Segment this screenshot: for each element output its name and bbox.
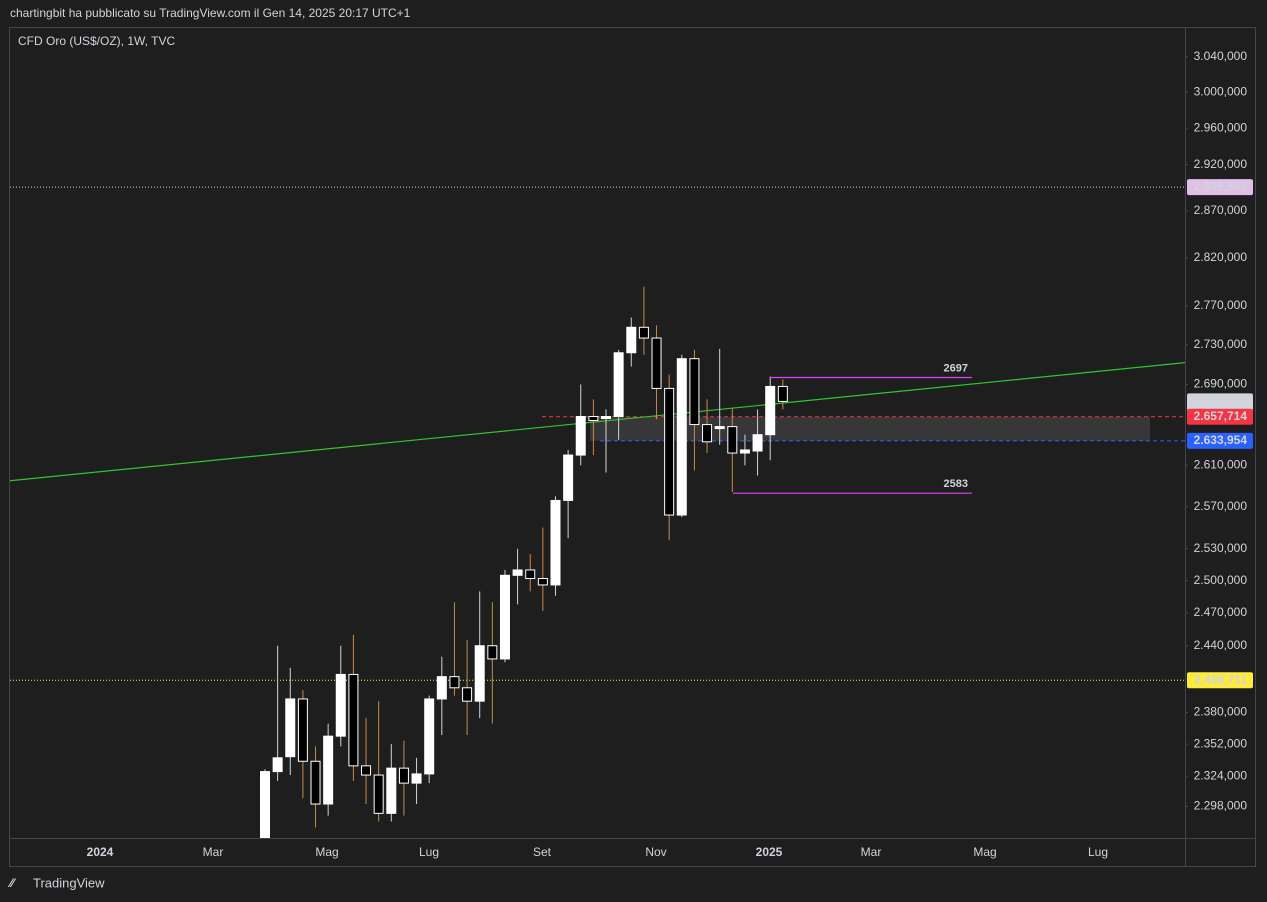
x-tick-label: 2025 — [756, 845, 783, 859]
candle-body — [297, 698, 308, 762]
y-tick-label: 2.530,000 — [1194, 541, 1248, 555]
price-label-bg — [1187, 179, 1253, 196]
y-tick-label: 2.920,000 — [1194, 157, 1248, 171]
trendline — [10, 362, 1185, 482]
candle-body — [361, 765, 372, 776]
candle-body — [335, 673, 346, 737]
price-label-bg — [1187, 408, 1253, 425]
y-tick-label: 2.870,000 — [1194, 203, 1248, 217]
header: chartingbit ha pubblicato su TradingView… — [10, 6, 411, 20]
candle-body — [462, 687, 473, 702]
y-tick-label: 2.610,000 — [1194, 457, 1248, 471]
candle-body — [575, 415, 586, 456]
y-tick-label: 3.000,000 — [1194, 84, 1248, 98]
x-tick-label: Lug — [419, 845, 439, 859]
candle-body — [323, 735, 334, 805]
candle-body — [752, 434, 763, 452]
price-label-bg — [1187, 432, 1253, 449]
candle-body — [550, 499, 561, 586]
candle-body — [272, 757, 283, 773]
y-tick-label: 2.820,000 — [1194, 250, 1248, 264]
y-tick-label: 2.324,000 — [1194, 768, 1248, 782]
x-tick-label: Mar — [861, 845, 882, 859]
candle-body — [285, 698, 296, 758]
x-tick-label: Mag — [973, 845, 996, 859]
annotation-label: 2697 — [944, 362, 968, 374]
y-tick-label: 2.690,000 — [1194, 377, 1248, 391]
candle-body — [487, 645, 498, 660]
candle-body — [613, 352, 624, 417]
y-tick-label: 2.298,000 — [1194, 799, 1248, 813]
candle-body — [474, 645, 485, 702]
x-tick-label: Set — [533, 845, 552, 859]
candle-body — [499, 574, 510, 660]
candle-body — [563, 454, 574, 501]
candle-body — [588, 415, 599, 422]
y-tick-label: 2.470,000 — [1194, 605, 1248, 619]
candle-body — [777, 385, 788, 402]
candle-body — [651, 337, 662, 389]
candle-body — [411, 773, 422, 784]
price-label-bg — [1187, 672, 1253, 689]
y-tick-label: 2.960,000 — [1194, 120, 1248, 134]
y-tick-label: 2.352,000 — [1194, 736, 1248, 750]
x-tick-label: Lug — [1088, 845, 1108, 859]
candle-body — [512, 569, 523, 576]
candle-body — [373, 774, 384, 814]
price-label: 2.657,714 — [1194, 409, 1248, 423]
plot — [10, 186, 1185, 838]
price-label: 2.673,060 — [1194, 394, 1248, 408]
candle-body — [525, 569, 536, 580]
candle-body — [386, 767, 397, 814]
candle-body — [727, 426, 738, 454]
candle-body — [702, 424, 713, 443]
y-tick-label: 2.380,000 — [1194, 705, 1248, 719]
price-label: 2.408,711 — [1194, 672, 1247, 686]
candle-body — [424, 698, 435, 775]
candle-body — [626, 326, 637, 354]
y-tick-label: 2.730,000 — [1194, 337, 1248, 351]
candle-body — [664, 387, 675, 516]
y-tick-label: 2.570,000 — [1194, 499, 1248, 513]
x-tick-label: Nov — [645, 845, 666, 859]
x-tick-label: 2024 — [87, 845, 114, 859]
candle-body — [689, 358, 700, 426]
candle-body — [765, 385, 776, 436]
candle-body — [348, 673, 359, 767]
price-label: 2.895,595 — [1194, 179, 1248, 193]
y-tick-label: 2.770,000 — [1194, 298, 1248, 312]
price-label: 2.633,954 — [1194, 433, 1248, 447]
candle-body — [398, 767, 409, 784]
x-tick-label: Mag — [315, 845, 338, 859]
candle-body — [676, 358, 687, 516]
annotation-label: 2583 — [944, 478, 968, 490]
chart-frame — [9, 27, 1256, 867]
candle-body — [601, 415, 612, 420]
y-tick-label: 2.440,000 — [1194, 638, 1248, 652]
candle-body — [638, 326, 649, 339]
y-tick-label: 2.500,000 — [1194, 573, 1248, 587]
candle-body — [260, 771, 270, 838]
candle-body — [310, 760, 321, 805]
candle-body — [714, 426, 725, 430]
chart-title: CFD Oro (US$/OZ), 1W, TVC — [18, 34, 175, 48]
y-tick-label: 3.040,000 — [1194, 49, 1248, 63]
candle-body — [537, 578, 548, 586]
x-tick-label: Mar — [203, 845, 224, 859]
footer: TradingView — [33, 875, 105, 890]
candle-body — [436, 676, 447, 700]
candle-body — [739, 449, 750, 454]
candle-body — [449, 676, 460, 689]
logo-icon: ⁄⁄ — [7, 876, 17, 890]
